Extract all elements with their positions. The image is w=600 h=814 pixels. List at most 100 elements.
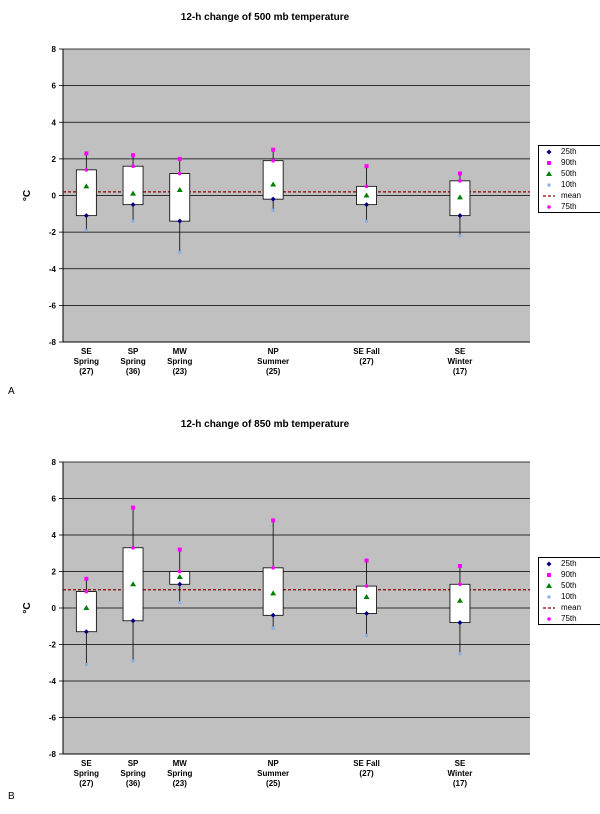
p10-point	[365, 219, 369, 223]
legend-label: 90th	[561, 570, 577, 579]
y-tick-label: 6	[52, 82, 57, 91]
p10-point	[178, 250, 182, 254]
category-label: Summer	[257, 769, 289, 778]
category-label: Summer	[257, 357, 289, 366]
legend-item: 75th	[539, 613, 600, 624]
p50-point	[456, 597, 463, 603]
y-axis-label: °C	[22, 190, 33, 201]
legend-symbol	[543, 593, 555, 601]
legend-item: 90th	[539, 157, 600, 168]
box	[169, 173, 191, 222]
category-label: (23)	[173, 779, 188, 788]
p75-point	[458, 582, 462, 587]
y-tick-label: 2	[52, 155, 57, 164]
legend-label: 75th	[561, 202, 577, 211]
p90-point	[131, 505, 136, 510]
p50-point	[176, 573, 183, 579]
legend-symbol	[543, 571, 555, 579]
y-tick-label: 8	[52, 458, 57, 467]
p90-point	[84, 576, 89, 581]
category-label: Spring	[74, 357, 99, 366]
legend-label: mean	[561, 603, 582, 612]
p50-point	[363, 192, 370, 198]
legend-marker	[546, 170, 552, 176]
legend-label: 10th	[561, 592, 577, 601]
legend-marker	[547, 160, 551, 165]
category-label: SE	[455, 347, 466, 356]
legend-item: 50th	[539, 168, 600, 179]
p10-point	[84, 228, 88, 232]
p50-point	[83, 605, 90, 610]
p25-point	[130, 618, 136, 624]
p75-point	[177, 569, 182, 574]
legend-item: mean	[539, 190, 600, 201]
p10-point	[271, 626, 275, 630]
p90-point	[177, 547, 182, 552]
legend-item: mean	[539, 602, 600, 613]
p10-point	[84, 663, 88, 667]
chart-svg: -8-6-4-202468°CSESpring(27)SPSpring(36)M…	[22, 458, 530, 788]
category-label: (27)	[359, 769, 374, 778]
p75-point	[458, 179, 462, 183]
category-label: (25)	[266, 367, 281, 376]
legend-marker	[547, 595, 551, 598]
p10-point	[365, 633, 369, 637]
p75-point	[131, 545, 135, 550]
p10-point	[458, 234, 462, 238]
y-axis-label: °C	[22, 602, 33, 613]
p50-point	[130, 190, 137, 196]
legend-symbol	[543, 170, 555, 178]
category-label: Spring	[167, 357, 192, 366]
legend-item: 90th	[539, 569, 600, 580]
p50-point	[176, 187, 183, 193]
legend-label: mean	[561, 191, 582, 200]
y-tick-label: -6	[49, 301, 57, 310]
legend-symbol	[543, 615, 555, 623]
y-tick-label: -8	[49, 750, 57, 759]
legend-item: 10th	[539, 179, 600, 190]
p75-point	[364, 184, 369, 189]
p75-point	[84, 168, 89, 172]
category-label: (36)	[126, 779, 141, 788]
y-tick-label: 0	[52, 192, 57, 201]
p90-point	[271, 518, 276, 523]
category-label: Spring	[120, 357, 145, 366]
p25-point	[270, 612, 276, 618]
p10-point	[131, 659, 135, 663]
y-tick-label: -4	[49, 677, 57, 686]
p90-point	[131, 153, 136, 158]
category-label: (17)	[453, 367, 468, 376]
p50-point	[456, 194, 463, 200]
p90-point	[457, 171, 462, 176]
category-label: Spring	[167, 769, 192, 778]
category-label: SP	[128, 347, 139, 356]
chart-panel-b: 12-h change of 850 mb temperature -8 -6 -4…	[0, 407, 600, 814]
p25-point	[270, 196, 276, 202]
legend-item: 25th	[539, 558, 600, 569]
panel-label: A	[8, 386, 15, 397]
legend-symbol	[543, 203, 555, 211]
category-label: Spring	[74, 769, 99, 778]
p50-point	[363, 594, 370, 600]
category-label: Spring	[120, 769, 145, 778]
category-label: Winter	[448, 769, 473, 778]
p25-point	[130, 202, 136, 208]
category-label: (36)	[126, 367, 141, 376]
chart-svg: -8-6-4-202468°CSESpring(27)SPSpring(36)M…	[22, 45, 530, 376]
p75-point	[271, 566, 275, 570]
p75-point	[177, 171, 182, 176]
legend-symbol	[543, 192, 555, 200]
p90-point	[364, 164, 369, 169]
legend-symbol	[543, 148, 555, 156]
y-tick-label: 2	[52, 568, 57, 577]
legend-marker	[547, 183, 551, 186]
p25-point	[83, 629, 89, 635]
p25-point	[457, 620, 463, 626]
legend-marker	[546, 582, 552, 588]
y-tick-label: -4	[49, 265, 57, 274]
category-label: MW	[173, 347, 188, 356]
category-label: SE	[81, 759, 92, 768]
legend-symbol	[543, 560, 555, 568]
legend-label: 50th	[561, 169, 577, 178]
legend-marker	[547, 616, 551, 621]
